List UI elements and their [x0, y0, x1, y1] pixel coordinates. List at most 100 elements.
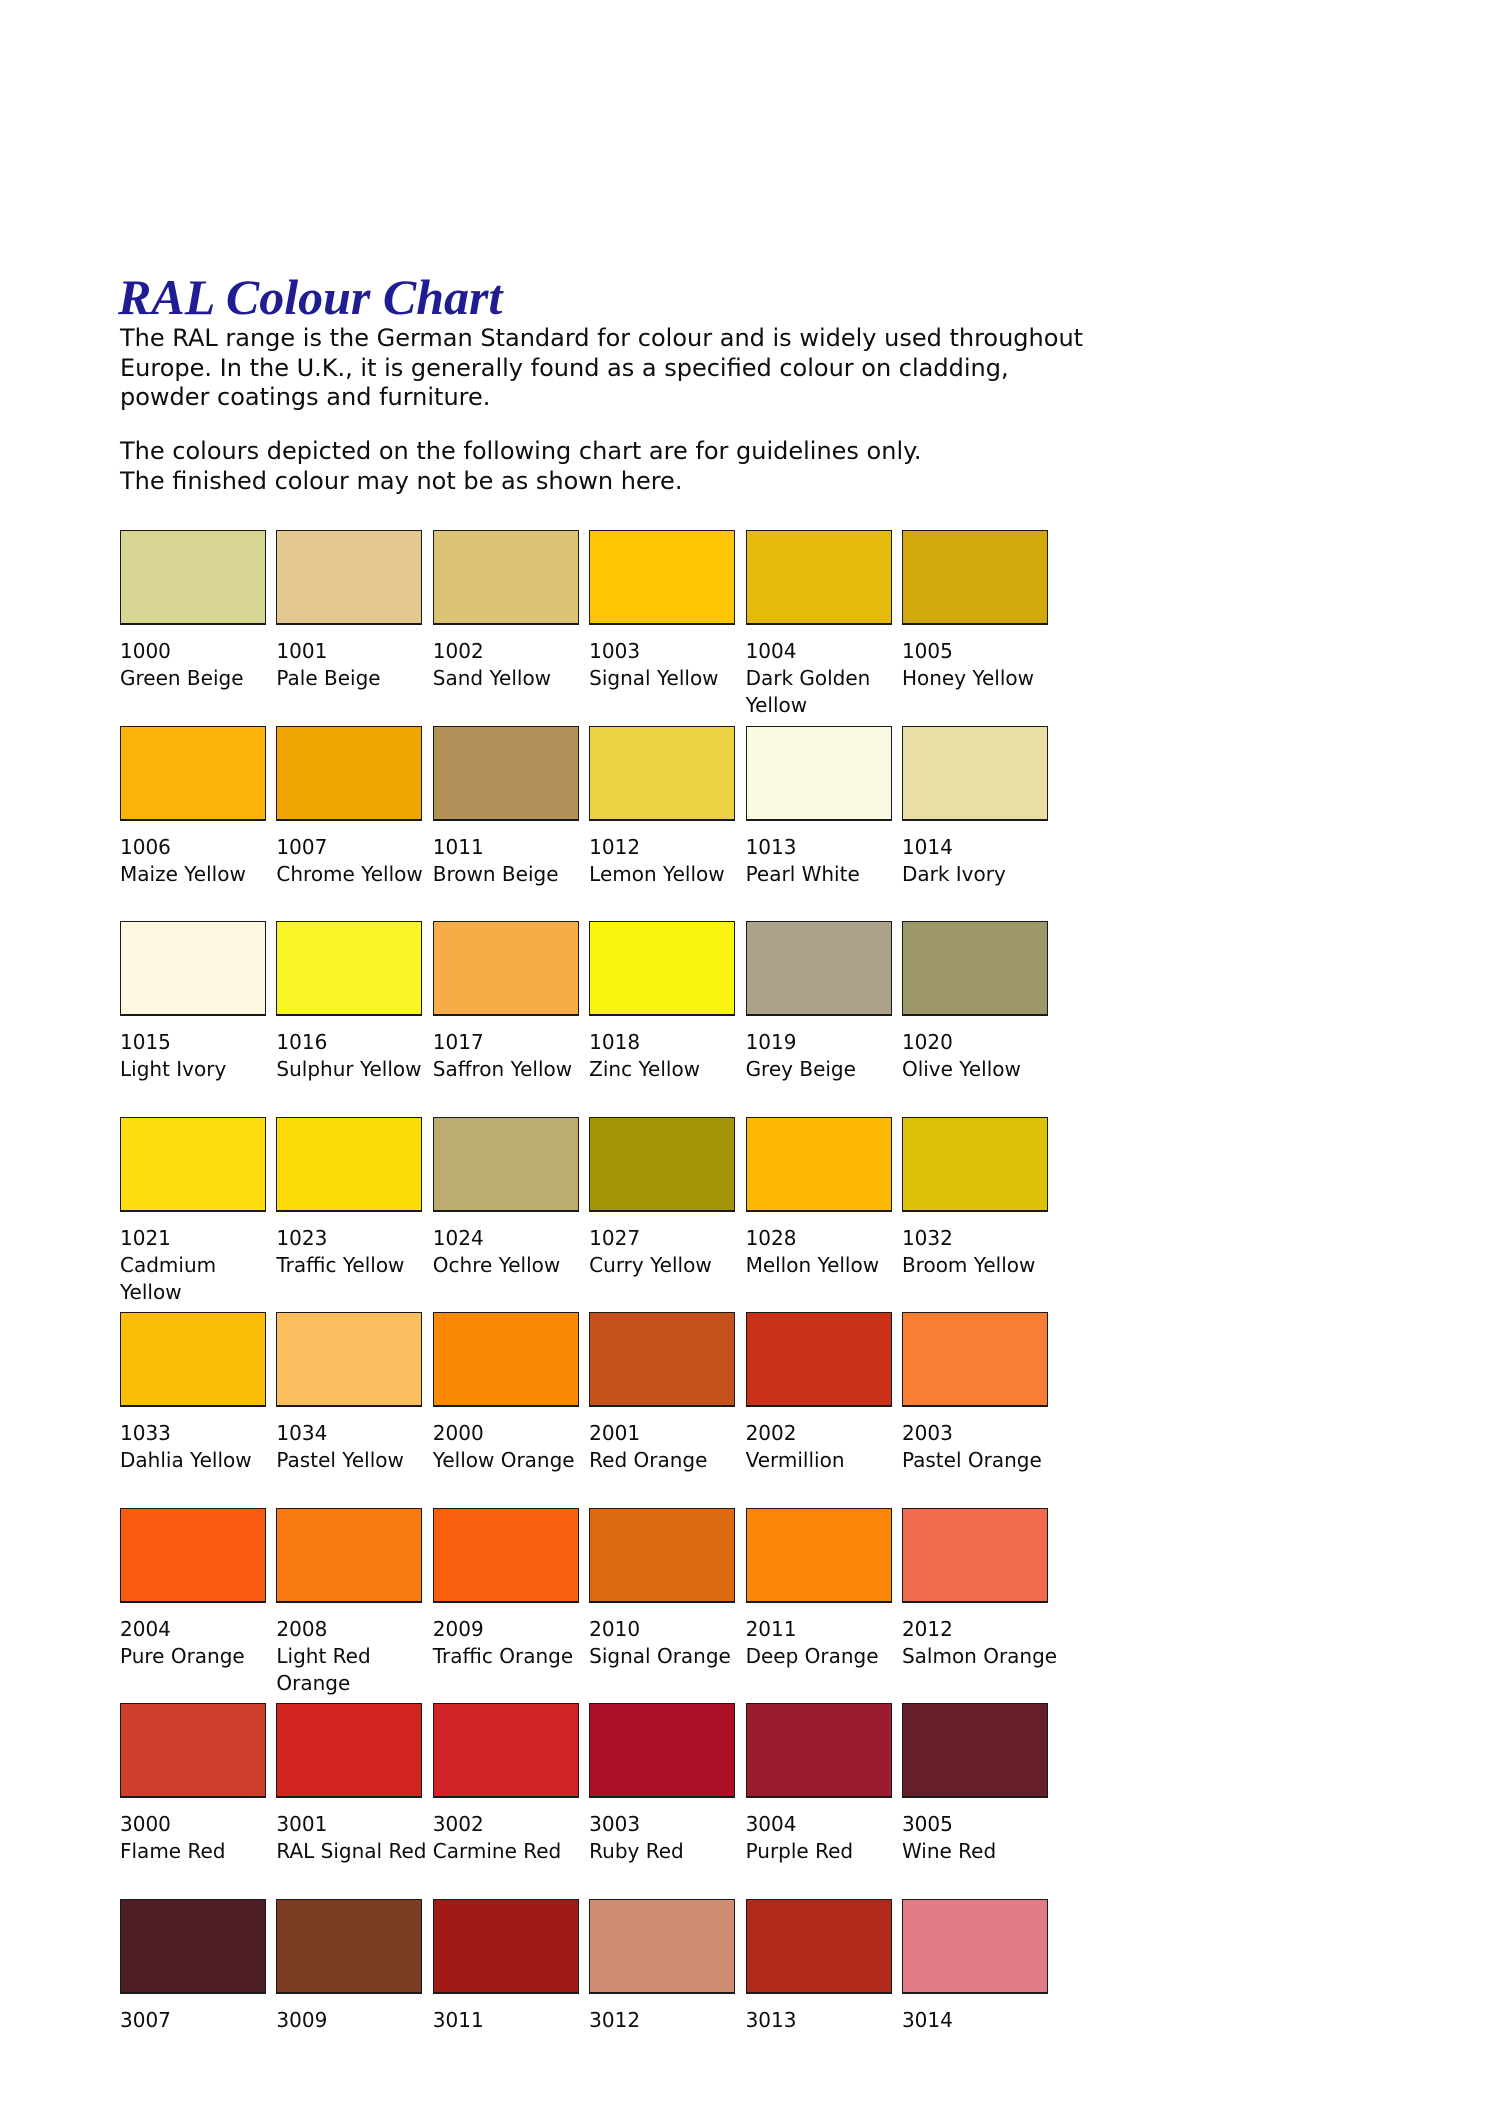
swatch-label: 1032 Broom Yellow [902, 1225, 1059, 1279]
swatch-cell: 1028 Mellon Yellow [745, 1116, 892, 1313]
colour-swatch [901, 1898, 1048, 1994]
colour-swatch [120, 1898, 266, 1994]
colour-swatch [745, 1116, 892, 1212]
swatch-cell: 1007 Chrome Yellow [276, 725, 423, 922]
swatch-name: Curry Yellow [589, 1252, 712, 1277]
swatch-cell: 2009 Traffic Orange [432, 1507, 579, 1704]
swatch-cell: 3001 RAL Signal Red [276, 1703, 426, 1899]
swatch-label: 1004 Dark Golden Yellow [746, 638, 903, 719]
swatch-cell: 1017 Saffron Yellow [432, 921, 579, 1117]
swatch-name: Carmine Red [432, 1839, 562, 1863]
swatch-name: Dark Ivory [901, 861, 1006, 886]
colour-swatch [901, 1507, 1048, 1603]
swatch-cell: 3000 Flame Red [120, 1703, 266, 1899]
swatch-name: Cadmium Yellow [120, 1252, 217, 1304]
swatch-cell: 2003 Pastel Orange [901, 1312, 1048, 1508]
swatch-code: 1015 [120, 1030, 171, 1054]
swatch-code: 1002 [432, 639, 484, 663]
colour-swatch [120, 530, 266, 625]
swatch-name: Green Beige [120, 666, 244, 690]
swatch-name: Traffic Yellow [276, 1252, 405, 1277]
swatch-label: 1012 Lemon Yellow [589, 834, 746, 888]
swatch-name: Flame Red [120, 1839, 226, 1863]
swatch-code: 2004 [120, 1616, 171, 1641]
swatch-code: 3003 [589, 1812, 641, 1836]
colour-swatch [589, 530, 736, 625]
swatch-name: Pearl White [745, 861, 860, 886]
swatch-label: 2000 Yellow Orange [433, 1420, 590, 1474]
swatch-cell: 1034 Pastel Yellow [276, 1312, 423, 1508]
swatch-code: 1017 [432, 1030, 484, 1054]
swatch-code: 3002 [432, 1812, 484, 1836]
swatch-cell: 1015 Light Ivory [120, 921, 266, 1117]
swatch-cell: 1033 Dahlia Yellow [120, 1312, 266, 1508]
swatch-code: 1007 [276, 834, 328, 859]
swatch-name: Purple Red [745, 1839, 854, 1863]
swatch-label: 2002 Vermillion [746, 1420, 903, 1474]
swatch-code: 3011 [432, 2007, 484, 2032]
swatch-cell: 1000 Green Beige [120, 530, 266, 726]
colour-swatch [589, 1898, 736, 1994]
intro-paragraph: The RAL range is the German Standard for… [120, 324, 1084, 411]
swatch-cell: 1002 Sand Yellow [432, 530, 579, 726]
swatch-cell: 1016 Sulphur Yellow [276, 921, 423, 1117]
swatch-cell: 2010 Signal Orange [589, 1507, 736, 1704]
swatch-name: Vermillion [745, 1448, 845, 1472]
swatch-cell: 3009 [276, 1898, 423, 2095]
swatch-code: 1012 [589, 834, 641, 859]
swatch-name: Pale Beige [276, 666, 381, 690]
swatch-label: 1021 Cadmium Yellow [120, 1225, 277, 1306]
swatch-code: 3013 [745, 2007, 797, 2032]
swatch-code: 1011 [432, 834, 484, 859]
swatch-label: 3002 Carmine Red [433, 1811, 590, 1865]
colour-swatch [432, 530, 579, 625]
swatch-label: 1023 Traffic Yellow [276, 1225, 433, 1279]
swatch-name: Pure Orange [120, 1643, 245, 1668]
swatch-label: 2003 Pastel Orange [902, 1420, 1059, 1474]
swatch-cell: 3004 Purple Red [745, 1703, 892, 1899]
swatch-name: Sulphur Yellow [276, 1057, 422, 1081]
colour-swatch [589, 1116, 736, 1212]
swatch-cell: 1013 Pearl White [745, 725, 892, 922]
colour-swatch [745, 725, 892, 821]
colour-swatch [120, 1507, 266, 1603]
swatch-label: 1027 Curry Yellow [589, 1225, 746, 1279]
swatch-name: Ruby Red [589, 1839, 684, 1863]
swatch-name: Wine Red [901, 1839, 997, 1863]
swatch-label: 3007 [120, 2007, 277, 2034]
swatch-name: Yellow Orange [432, 1448, 575, 1472]
swatch-label: 1014 Dark Ivory [902, 834, 1059, 888]
swatch-name: Honey Yellow [901, 666, 1034, 690]
swatch-cell: 1032 Broom Yellow [901, 1116, 1048, 1313]
swatch-label: 2004 Pure Orange [120, 1616, 277, 1670]
page-title: RAL Colour Chart [118, 268, 503, 325]
swatch-label: 1002 Sand Yellow [433, 638, 590, 692]
colour-swatch [589, 921, 736, 1016]
swatch-code: 3004 [745, 1812, 797, 1836]
swatch-label: 2010 Signal Orange [589, 1616, 746, 1670]
swatch-code: 2011 [745, 1616, 797, 1641]
swatch-code: 1021 [120, 1225, 171, 1250]
swatch-cell: 1023 Traffic Yellow [276, 1116, 423, 1313]
colour-swatch [745, 1312, 892, 1407]
colour-swatch [276, 1703, 423, 1798]
swatch-code: 2010 [589, 1616, 641, 1641]
swatch-name: Chrome Yellow [276, 861, 423, 886]
swatch-label: 1007 Chrome Yellow [276, 834, 433, 888]
swatch-cell: 2012 Salmon Orange [901, 1507, 1057, 1704]
swatch-cell: 1019 Grey Beige [745, 921, 892, 1117]
swatch-code: 1018 [589, 1030, 641, 1054]
colour-swatch [901, 530, 1048, 625]
guideline-note-paragraph: The colours depicted on the following ch… [120, 437, 922, 495]
swatch-cell: 1021 Cadmium Yellow [120, 1116, 266, 1313]
swatch-name: Grey Beige [745, 1057, 856, 1081]
colour-swatch [745, 1507, 892, 1603]
swatch-code: 1024 [432, 1225, 484, 1250]
swatch-name: Red Orange [589, 1448, 708, 1472]
swatch-name: Maize Yellow [120, 861, 246, 886]
swatch-label: 1024 Ochre Yellow [433, 1225, 590, 1279]
swatch-label: 1013 Pearl White [746, 834, 903, 888]
swatch-name: Pastel Orange [901, 1448, 1042, 1472]
swatch-code: 1006 [120, 834, 171, 859]
swatch-code: 1027 [589, 1225, 641, 1250]
